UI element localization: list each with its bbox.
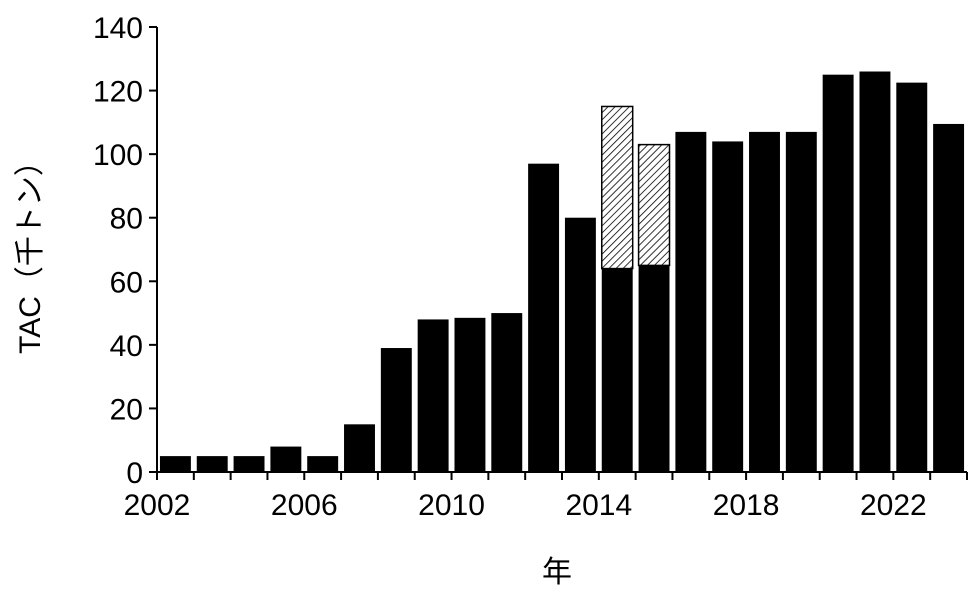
x-tick-label-2010: 2010 (418, 489, 485, 522)
y-tick-label-120: 120 (93, 76, 143, 109)
y-tick-label-100: 100 (93, 139, 143, 172)
bar-2003 (196, 456, 228, 472)
x-axis-title: 年 (542, 556, 572, 589)
bar-2009 (417, 319, 449, 472)
axes-layer: 0 20 40 60 80 100 120 140 2002 2006 2010 2014 2018 20… (93, 12, 968, 522)
bar-2019 (785, 131, 817, 472)
bar-2023 (933, 123, 965, 473)
bar-2007 (344, 424, 375, 472)
bar-2004 (233, 456, 265, 472)
bar-2011 (491, 313, 523, 472)
bar-2008 (380, 348, 412, 472)
bar-2016 (675, 131, 707, 472)
bars-layer (159, 71, 965, 473)
x-tick-label-2022: 2022 (860, 489, 927, 522)
x-tick-label-2018: 2018 (713, 489, 780, 522)
bar-2006 (307, 456, 339, 472)
bar-2021 (859, 71, 891, 472)
bar-2020 (822, 74, 854, 472)
x-tick-label-2006: 2006 (271, 489, 338, 522)
y-tick-label-80: 80 (110, 203, 143, 236)
bar-hatched-2015 (637, 143, 671, 267)
bar-2012 (528, 163, 560, 472)
y-tick-label-140: 140 (93, 12, 143, 45)
bar-hatched-2014 (601, 105, 634, 270)
bar-2010 (454, 317, 486, 472)
bar-2018 (749, 131, 780, 472)
bar-2014 (601, 268, 633, 472)
bar-2022 (896, 82, 928, 472)
y-axis-title: TAC（千トン） (14, 146, 47, 354)
x-tick-label-2014: 2014 (565, 489, 632, 522)
y-tick-label-0: 0 (126, 457, 143, 490)
bar-2013 (564, 217, 596, 472)
y-tick-label-60: 60 (110, 266, 143, 299)
bar-2002 (159, 456, 191, 472)
bar-2005 (270, 446, 302, 472)
bar-2015 (638, 265, 670, 472)
x-tick-label-2002: 2002 (124, 489, 191, 522)
bar-2017 (712, 141, 744, 472)
y-tick-label-40: 40 (110, 330, 143, 363)
y-tick-label-20: 20 (110, 393, 143, 426)
